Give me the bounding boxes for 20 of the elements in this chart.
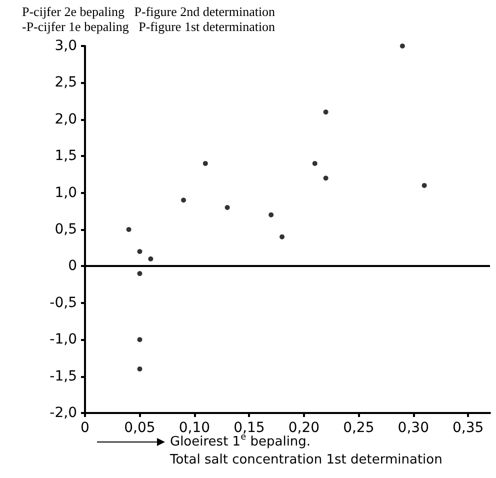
y-tick-label: 0,5 bbox=[54, 222, 77, 238]
x-tick-label: 0 bbox=[80, 420, 90, 436]
y-tick-label: 1,5 bbox=[54, 148, 77, 164]
x-tick-label: 0,15 bbox=[234, 420, 265, 436]
y-tick-label: 0 bbox=[68, 258, 77, 274]
y-tick-label: 2,0 bbox=[54, 111, 77, 128]
x-tick-label: 0,20 bbox=[288, 420, 320, 436]
y-tick-label: -2,0 bbox=[50, 405, 77, 421]
y-axis-title: P-cijfer 2e bepaling P-figure 2nd determination -P-cijfer 1e bepaling P-figure 1st determination bbox=[22, 4, 276, 34]
y-tick-label: 3,0 bbox=[54, 38, 77, 54]
x-tick-label: 0,05 bbox=[124, 420, 156, 436]
x-tick-label: 0,35 bbox=[452, 420, 484, 436]
y-tick-label: -1,5 bbox=[50, 368, 77, 384]
x-tick-label: 0,10 bbox=[178, 420, 210, 436]
y-tick-label: 1,0 bbox=[54, 184, 77, 201]
x-tick-label: 0,25 bbox=[343, 420, 374, 436]
y-tick-label: -1,0 bbox=[50, 332, 77, 348]
x-tick-label: 0,30 bbox=[398, 420, 429, 436]
y-tick-label: 2,5 bbox=[54, 74, 77, 91]
y-tick-label: -0,5 bbox=[50, 294, 77, 311]
